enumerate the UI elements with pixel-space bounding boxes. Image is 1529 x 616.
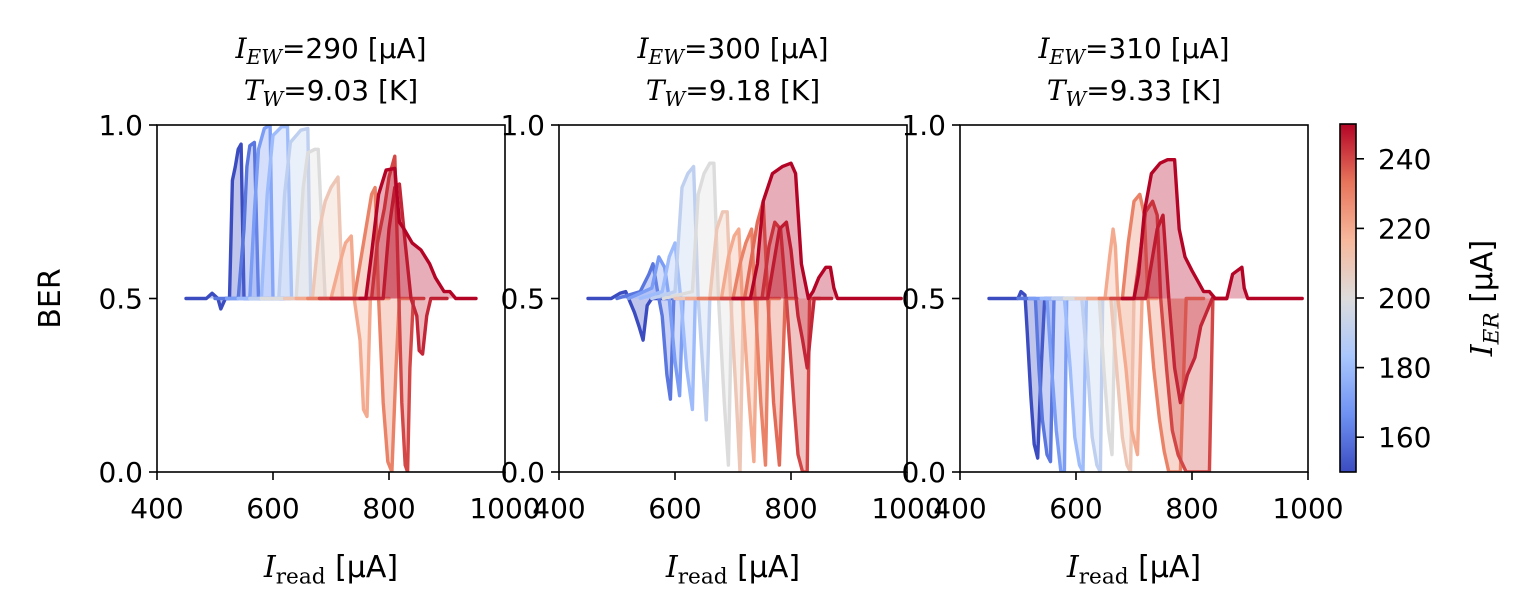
x-tick-label: 400: [933, 492, 986, 525]
x-tick-label: 400: [130, 492, 183, 525]
colorbar-tick-label: 220: [1378, 212, 1431, 245]
y-tick-label: 0.0: [500, 456, 545, 489]
series-line-245: [731, 220, 834, 370]
series-area-245: [1122, 215, 1227, 403]
series-area-170: [226, 125, 291, 299]
series-line-245: [1120, 213, 1229, 405]
series-area-240: [319, 156, 424, 472]
series-area-245: [331, 184, 447, 354]
y-tick-label: 1.0: [500, 109, 545, 142]
y-tick-label: 1.0: [98, 109, 143, 142]
series-line-230: [696, 227, 782, 467]
series-area-160: [1018, 298, 1076, 462]
series-line-210: [1074, 296, 1148, 472]
colorbar-tick-label: 240: [1378, 143, 1431, 176]
series-area-170: [1029, 298, 1088, 472]
x-tick-label: 1000: [469, 492, 540, 525]
title-line-1: IEW=290 [μA]: [234, 32, 426, 69]
series-line-200: [259, 147, 345, 301]
series-area-250: [1122, 159, 1303, 299]
x-tick-label: 1000: [871, 492, 942, 525]
x-tick-label: 400: [532, 492, 585, 525]
series-line-200: [661, 161, 747, 467]
colorbar-tick-label: 160: [1378, 421, 1431, 454]
series-line-230: [1097, 192, 1206, 472]
series-area-210: [675, 211, 757, 472]
series-line-160: [615, 262, 689, 401]
y-tick-label: 0.5: [98, 283, 143, 316]
series-line-170: [224, 125, 293, 301]
series-line-150: [987, 289, 1067, 460]
series-area-220: [686, 229, 768, 462]
series-line-250: [358, 166, 478, 301]
title-line-2: TW=9.18 [K]: [646, 74, 820, 111]
subplot-2: 400 600 800 1000 0.0 0.5 1.0 IEW=300 [μA] TW=9.1…: [500, 32, 942, 590]
colorbar-gradient: [1339, 123, 1357, 473]
series-line-160: [1016, 296, 1078, 464]
colorbar-label: IER [μA]: [1465, 240, 1505, 357]
series-area-180: [1041, 298, 1105, 472]
title-line-1: IEW=310 [μA]: [1037, 32, 1229, 69]
subplot-3: 400 600 800 1000 0.0 0.5 1.0 IEW=310 [μA] TW=9.3…: [901, 32, 1343, 590]
x-tick-label: 600: [246, 492, 299, 525]
series-line-240: [317, 154, 426, 472]
y-tick-label: 0.0: [98, 456, 143, 489]
y-axis-label: BER: [33, 268, 68, 328]
subplot-1: 400 600 800 1000 0.0 0.5 1.0 IEW=290 [μA] TW=9.0…: [33, 32, 541, 590]
x-tick-label: 800: [764, 492, 817, 525]
series-area-220: [296, 236, 389, 417]
colorbar-tick-label: 200: [1378, 282, 1431, 315]
x-tick-label: 600: [648, 492, 701, 525]
y-tick-label: 0.0: [901, 456, 946, 489]
colorbar-tick-label: 180: [1378, 352, 1431, 385]
series-line-210: [282, 175, 356, 301]
x-axis-label: Iread [μA]: [665, 550, 800, 590]
series-area-250: [360, 168, 476, 299]
x-axis-label: Iread [μA]: [263, 550, 398, 590]
x-tick-label: 1000: [1272, 492, 1343, 525]
series-line-150: [586, 289, 677, 342]
series-area-150: [186, 144, 285, 309]
series-line-250: [731, 161, 903, 301]
title-line-1: IEW=300 [μA]: [636, 32, 828, 69]
colorbar: 160 180 200 220 240 IER [μA]: [1339, 123, 1505, 473]
x-tick-label: 600: [1049, 492, 1102, 525]
x-tick-label: 800: [362, 492, 415, 525]
x-axis-label: Iread [μA]: [1066, 550, 1201, 590]
series-area-245: [733, 222, 832, 368]
series-line-250: [1120, 157, 1304, 301]
series-line-190: [248, 126, 327, 301]
series-line-180: [236, 125, 310, 301]
title-line-2: TW=9.03 [K]: [244, 74, 418, 111]
y-tick-label: 0.5: [500, 283, 545, 316]
y-tick-label: 0.5: [901, 283, 946, 316]
series-area-190: [1052, 298, 1123, 472]
title-line-2: TW=9.33 [K]: [1047, 74, 1221, 111]
series-line-240: [719, 220, 822, 472]
series-area-210: [1076, 298, 1146, 472]
x-tick-label: 800: [1165, 492, 1218, 525]
series-area-250: [733, 163, 902, 299]
series-line-245: [329, 182, 449, 356]
y-tick-label: 1.0: [901, 109, 946, 142]
series-area-230: [307, 187, 413, 472]
series-line-235: [708, 199, 799, 467]
